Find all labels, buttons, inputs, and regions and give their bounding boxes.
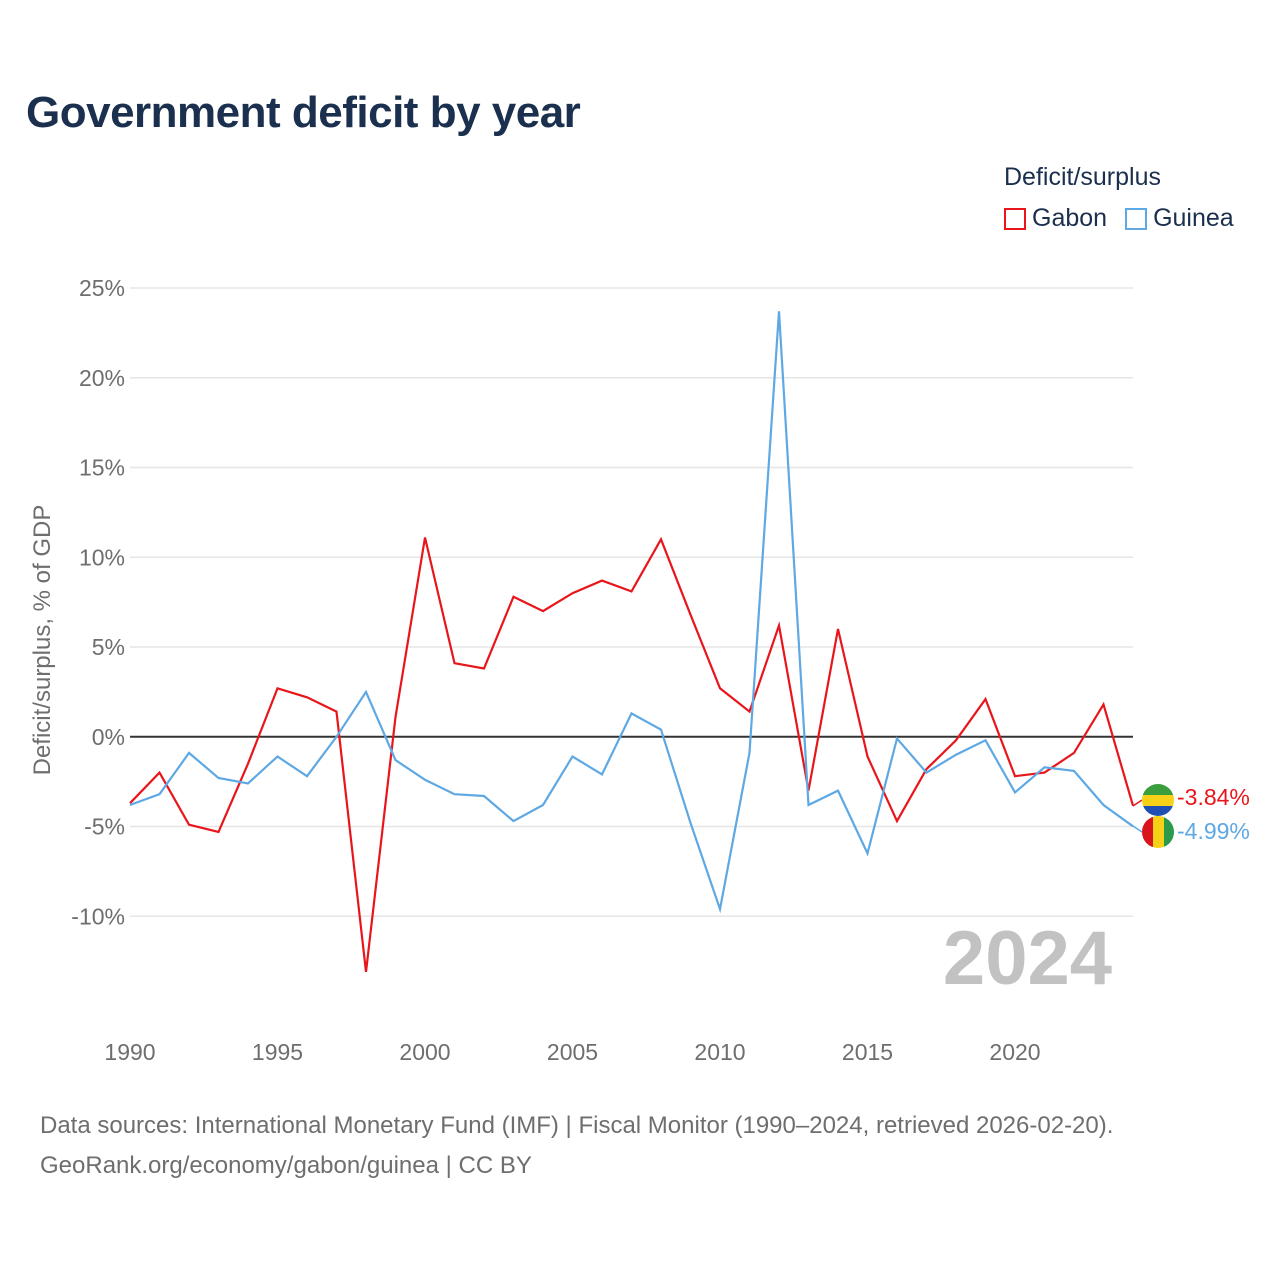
x-tick-label: 2010: [694, 1039, 745, 1065]
legend-label-gabon: Gabon: [1032, 204, 1108, 232]
legend-title: Deficit/surplus: [1004, 163, 1161, 191]
y-tick-label: 20%: [79, 365, 125, 391]
y-tick-label: 15%: [79, 455, 125, 481]
x-tick-label: 2020: [989, 1039, 1040, 1065]
x-tick-label: 1990: [104, 1039, 155, 1065]
x-tick-label: 2015: [842, 1039, 893, 1065]
legend-item-gabon[interactable]: Gabon: [1004, 204, 1107, 233]
y-tick-label: 25%: [79, 275, 125, 301]
legend-swatch-gabon: [1004, 207, 1026, 230]
grid-lines: [130, 287, 1133, 917]
series-line-gabon: [129, 536, 1135, 973]
gabon-flag-icon: [1142, 784, 1174, 816]
y-tick-label: -10%: [71, 903, 125, 929]
guinea-end-label: -4.99%: [1177, 818, 1250, 844]
x-tick-label: 1995: [252, 1039, 303, 1065]
legend-label-guinea: Guinea: [1153, 204, 1234, 232]
legend-swatch-guinea: [1125, 207, 1148, 230]
x-axis-ticks: 1990 1995 2000 2005 2010 2015 2020: [104, 1039, 1040, 1065]
year-watermark: 2024: [943, 916, 1112, 1001]
gabon-end-connector: [1132, 799, 1143, 807]
y-axis-ticks: 25% 20% 15% 10% 5% 0% -5% -10%: [71, 275, 125, 929]
y-tick-label: 5%: [92, 634, 125, 660]
attribution-link[interactable]: GeoRank.org/economy/gabon/guinea | CC BY: [40, 1152, 532, 1179]
y-tick-label: 10%: [79, 544, 125, 570]
legend-item-guinea[interactable]: Guinea: [1125, 204, 1234, 233]
legend: Gabon Guinea: [1004, 204, 1252, 233]
gabon-end-label: -3.84%: [1177, 784, 1250, 810]
series-lines: [129, 311, 1135, 973]
guinea-end-connector: [1132, 825, 1143, 833]
end-markers: -3.84% -4.99%: [1132, 784, 1250, 848]
y-axis-label: Deficit/surplus, % of GDP: [29, 505, 56, 776]
y-tick-label: -5%: [84, 814, 125, 840]
series-line-guinea: [129, 311, 1134, 914]
data-source-text: Data sources: International Monetary Fun…: [40, 1112, 1114, 1139]
x-tick-label: 2005: [547, 1039, 598, 1065]
footer: Data sources: International Monetary Fun…: [40, 1106, 1113, 1186]
chart-title: Government deficit by year: [26, 88, 581, 137]
y-tick-label: 0%: [92, 724, 125, 750]
x-tick-label: 2000: [399, 1039, 450, 1065]
guinea-flag-icon: [1142, 816, 1174, 848]
